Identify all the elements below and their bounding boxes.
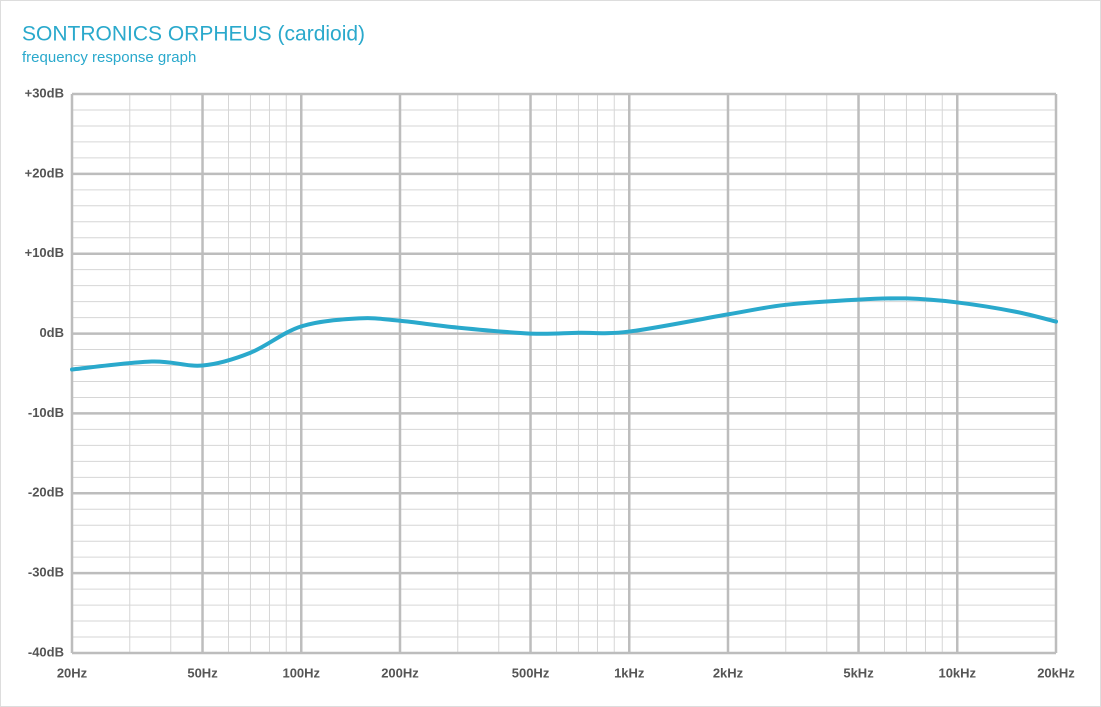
y-tick-label: -30dB xyxy=(28,565,64,580)
y-tick-label: -40dB xyxy=(28,644,64,659)
x-tick-label: 20Hz xyxy=(57,665,88,680)
chart-title: SONTRONICS ORPHEUS (cardioid) xyxy=(22,23,365,46)
x-tick-label: 100Hz xyxy=(282,665,320,680)
y-tick-label: +20dB xyxy=(25,165,64,180)
chart-subtitle: frequency response graph xyxy=(22,49,196,66)
x-tick-label: 2kHz xyxy=(713,665,744,680)
x-tick-label: 1kHz xyxy=(614,665,645,680)
x-tick-label: 20kHz xyxy=(1037,665,1075,680)
y-tick-label: 0dB xyxy=(39,325,64,340)
y-tick-label: +10dB xyxy=(25,245,64,260)
x-tick-label: 200Hz xyxy=(381,665,419,680)
x-tick-label: 5kHz xyxy=(843,665,874,680)
y-tick-label: -10dB xyxy=(28,405,64,420)
y-tick-label: +30dB xyxy=(25,85,64,100)
x-tick-label: 500Hz xyxy=(512,665,550,680)
y-tick-label: -20dB xyxy=(28,485,64,500)
response-line xyxy=(70,296,1058,372)
x-tick-label: 50Hz xyxy=(187,665,218,680)
plot-area xyxy=(72,94,1056,653)
x-tick-label: 10kHz xyxy=(938,665,976,680)
